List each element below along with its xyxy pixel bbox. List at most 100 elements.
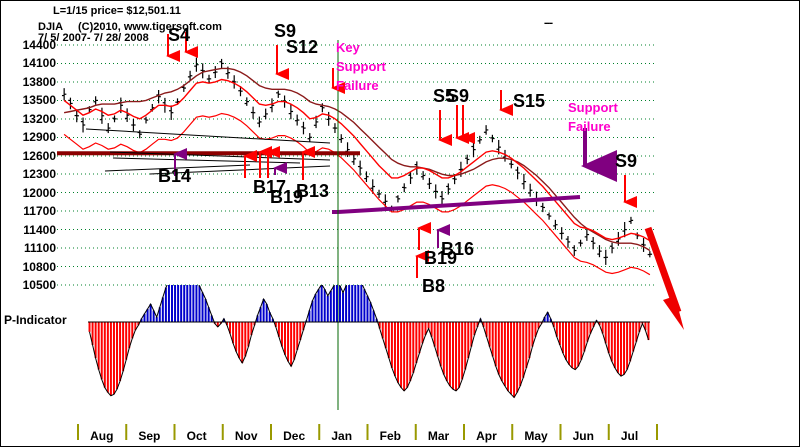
month-label: Feb: [379, 429, 401, 443]
sell-signal-label: S9: [274, 21, 297, 41]
sell-signal-label: S9: [615, 151, 638, 171]
copyright-label: (C)2010, www.tigersoft.com: [78, 21, 222, 33]
ohlc-bar: [578, 239, 583, 247]
month-label: Nov: [234, 429, 258, 443]
ohlc-bar: [490, 134, 495, 143]
ohlc-bar: [213, 66, 218, 79]
ohlc-bar: [515, 166, 520, 180]
ohlc-bar: [565, 236, 571, 248]
ohlc-bar: [477, 135, 483, 144]
month-label: Jul: [620, 429, 639, 443]
ohlc-bar: [628, 216, 634, 224]
y-axis-label: 11700: [23, 204, 56, 219]
ohlc-bar: [641, 238, 646, 252]
ohlc-bar: [200, 63, 205, 79]
callout-label: Key: [336, 40, 360, 55]
buy-signal-label: B19: [424, 248, 458, 268]
buy-signal-label: B16: [441, 239, 475, 259]
date-range-label: 7/ 5/ 2007- 7/ 28/ 2008: [38, 32, 149, 44]
ohlc-bar: [106, 123, 111, 134]
callout-label: Failure: [568, 119, 611, 134]
y-axis-label: 12300: [22, 167, 56, 182]
ohlc-bar: [540, 202, 545, 213]
month-label: Apr: [476, 429, 497, 443]
ohlc-bar: [74, 109, 79, 123]
ohlc-bar: [364, 171, 369, 183]
big-down-arrow: [644, 226, 684, 330]
ohlc-bar: [603, 249, 608, 265]
y-axis-label: 12600: [22, 148, 56, 163]
ohlc-bar: [326, 111, 331, 126]
ohlc-bar: [276, 90, 281, 98]
month-label: Sep: [138, 429, 161, 443]
ohlc-bar: [521, 173, 527, 190]
ohlc-bar: [124, 108, 130, 122]
ohlc-bar: [402, 183, 407, 193]
ohlc-bar: [446, 183, 451, 195]
sell-signal-label: S15: [513, 91, 546, 111]
ohlc-bar: [471, 142, 476, 158]
ohlc-bar: [187, 70, 193, 81]
ohlc-bar: [509, 160, 514, 169]
month-label: Dec: [283, 429, 306, 443]
ohlc-bar: [301, 121, 306, 135]
ohlc-bar: [339, 134, 344, 143]
month-label: Jan: [331, 429, 353, 443]
ohlc-bar: [263, 108, 268, 120]
support-trendline: [332, 195, 581, 214]
top-right-mark: ---: [544, 17, 553, 29]
ohlc-bar: [131, 118, 136, 132]
month-label: May: [524, 429, 548, 443]
ohlc-bar: [546, 212, 552, 220]
buy-signal-label: B8: [422, 276, 446, 296]
ohlc-bar: [590, 237, 596, 250]
y-axis-label: 13500: [22, 93, 56, 108]
y-axis-label: 12000: [22, 185, 56, 200]
ohlc-bar: [357, 160, 363, 176]
ohlc-bar: [465, 154, 470, 165]
ohlc-bar: [332, 123, 338, 133]
p-indicator-label: P-Indicator: [4, 313, 67, 327]
ohlc-bar: [206, 74, 212, 83]
y-axis-label: 13800: [22, 74, 56, 89]
month-label: Oct: [186, 429, 207, 443]
ohlc-bar: [572, 245, 577, 256]
ohlc-bar: [169, 105, 174, 120]
ohlc-bar: [231, 75, 237, 89]
callout-label: Failure: [336, 78, 379, 93]
buy-signal-label: B13: [296, 181, 330, 201]
ohlc-bar: [408, 171, 413, 184]
y-axis: 14400 14100 13800 13500 13200 12900 12600 12300…: [0, 0, 56, 447]
ohlc-bar: [269, 98, 275, 113]
ohlc-bar: [584, 228, 590, 241]
ohlc-bar: [194, 57, 199, 72]
ohlc-bar: [427, 177, 432, 190]
ohlc-bar: [61, 88, 67, 101]
ohlc-bar: [420, 171, 426, 180]
ohlc-bar: [609, 242, 615, 254]
month-label: Mar: [427, 429, 450, 443]
ohlc-bar: [559, 227, 564, 240]
ohlc-bar: [294, 114, 300, 126]
y-axis-label: 13200: [22, 111, 56, 126]
ohlc-bar: [376, 189, 382, 199]
sell-signal-label: S5: [433, 86, 456, 106]
ohlc-bar: [527, 183, 533, 197]
ohlc-bar: [99, 107, 105, 124]
ohlc-bar: [143, 116, 149, 124]
ohlc-bar: [238, 86, 243, 97]
ohlc-bar: [395, 195, 401, 203]
ohlc-bar: [112, 115, 117, 123]
buy-signal-label: B17: [253, 177, 287, 197]
y-axis-label: 11400: [23, 222, 56, 237]
y-axis-label: 14100: [22, 56, 56, 71]
callout-label: Support: [336, 59, 386, 74]
y-axis-label: 11100: [23, 241, 56, 256]
buy-signal-label: B19: [270, 187, 304, 207]
ohlc-bar: [80, 117, 86, 133]
ohlc-bar: [553, 219, 558, 230]
y-axis-label: 12900: [22, 130, 56, 145]
y-axis-label: 10800: [22, 259, 56, 274]
